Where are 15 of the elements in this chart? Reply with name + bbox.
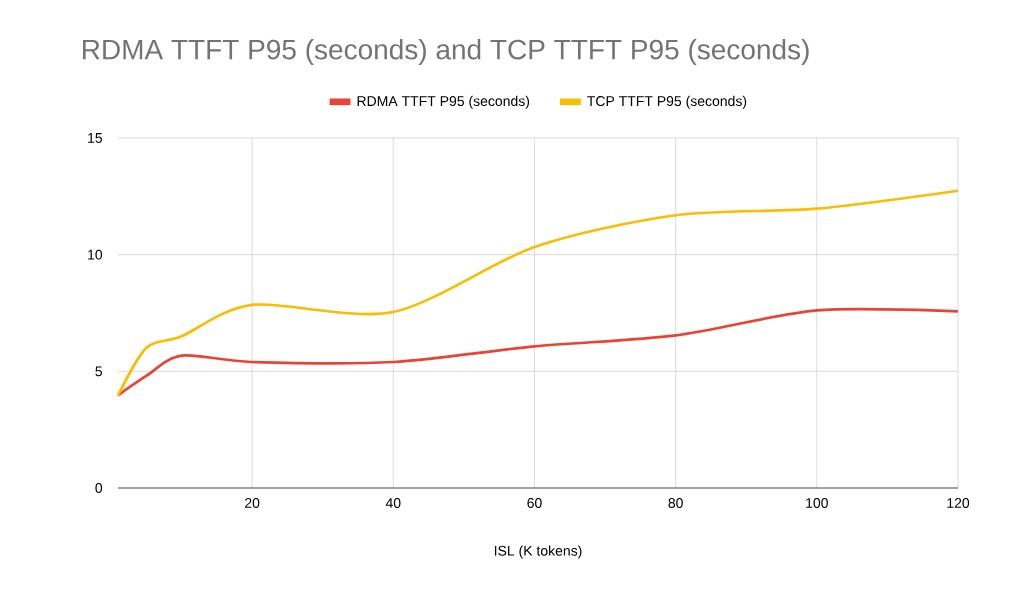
x-tick-label: 80	[668, 498, 683, 508]
x-axis-title: ISL (K tokens)	[494, 545, 582, 559]
y-tick-label: 0	[95, 483, 103, 493]
x-tick-label: 120	[947, 498, 970, 508]
line-series	[116, 189, 960, 397]
chart-title: RDMA TTFT P95 (seconds) and TCP TTFT P95 (seconds)	[83, 38, 809, 66]
legend-label: RDMA TTFT P95 (seconds)	[357, 95, 530, 109]
legend-label: TCP TTFT P95 (seconds)	[587, 95, 747, 109]
y-tick-label: 15	[88, 133, 103, 143]
x-tick-label: 100	[806, 498, 828, 508]
x-tick-label: 20	[245, 498, 260, 508]
y-tick-label: 10	[88, 249, 103, 260]
y-tick-label: 5	[95, 366, 103, 377]
x-tick-label: 60	[527, 498, 542, 508]
x-tick-label: 40	[385, 498, 401, 508]
